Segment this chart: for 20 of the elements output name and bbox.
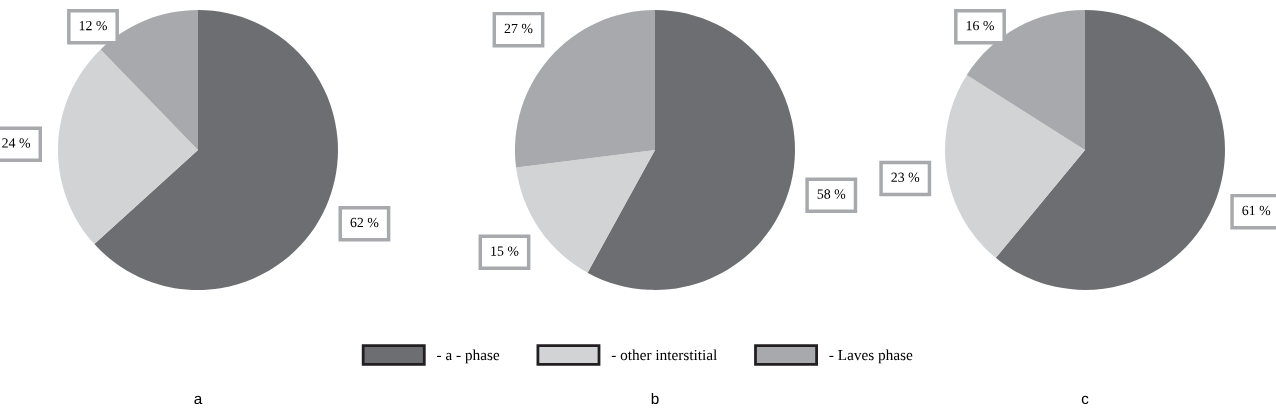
data-label: 15 %	[491, 246, 519, 256]
pie-slice	[945, 74, 1085, 258]
legend-label: - Laves phase	[829, 349, 913, 364]
data-label: 27 %	[504, 23, 533, 34]
data-label: 23 %	[891, 172, 920, 182]
pie-slice	[587, 10, 795, 290]
data-label: 62 %	[350, 217, 379, 228]
data-label: 61 %	[1242, 205, 1271, 216]
pie-slice	[94, 10, 338, 290]
text: b	[651, 392, 659, 405]
pie-slice	[995, 10, 1225, 290]
data-label: 24 %	[2, 138, 31, 148]
data-label: 16 %	[966, 20, 994, 31]
legend-label: - other interstitial	[611, 349, 717, 361]
data-label: 12 %	[79, 20, 107, 31]
text: a	[194, 395, 203, 405]
pie-slice	[58, 49, 198, 245]
text: c	[1081, 395, 1089, 405]
data-label: 58 %	[817, 189, 846, 199]
legend-label: - a - phase	[437, 349, 500, 364]
